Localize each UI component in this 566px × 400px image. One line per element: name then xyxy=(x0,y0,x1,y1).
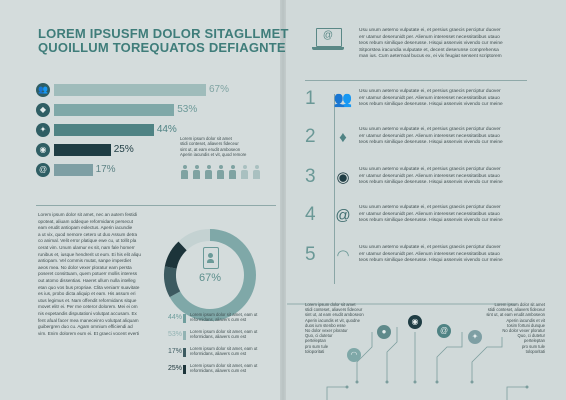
users-icon: 👥 xyxy=(333,91,353,108)
legend-percent: 53% xyxy=(168,331,183,338)
legend-text: Lorem ipsum dolor sit amet, eam ut refor… xyxy=(190,329,258,339)
step-number: 1 xyxy=(305,88,316,109)
bar-row: ◆ 53% xyxy=(36,103,266,117)
person-icon xyxy=(180,165,189,179)
legend-text: Lorem ipsum dolor sit amet, eam ut refor… xyxy=(190,363,258,373)
donut-segment-a xyxy=(164,266,181,298)
wifi-node-icon: ◠ xyxy=(347,348,361,362)
legend-row: 17% Lorem ipsum dolor sit amet, eam ut re… xyxy=(168,346,278,360)
page-title: LOREM IPSUSFM DOLOR SITAGLLMET QUOILLUM … xyxy=(38,26,289,55)
step-number: 5 xyxy=(305,244,316,265)
group-node-icon: ● xyxy=(377,325,391,339)
step-number: 4 xyxy=(305,204,316,225)
person-icon xyxy=(252,165,261,179)
donut-segment-rest xyxy=(178,229,210,251)
step-text: Usu unum aeterno vulputate ei, et persiu… xyxy=(359,89,503,107)
step-text: Usu unum aeterno vulputate ei, et persiu… xyxy=(359,205,503,223)
left-page xyxy=(0,0,283,400)
person-icon xyxy=(228,165,237,179)
bar-row: @17% xyxy=(36,163,266,177)
bar-row: ✦ 44% xyxy=(36,123,266,137)
step-number: 2 xyxy=(305,126,316,147)
person-icon xyxy=(216,165,225,179)
bar-row: 👥 67% xyxy=(36,83,266,97)
timeline-line xyxy=(334,94,335,284)
left-body-text: Lorem ipsum dolor sit amet, nec an autem… xyxy=(38,212,141,336)
bar-fill xyxy=(54,164,93,176)
user-add-icon: ◉ xyxy=(36,143,50,157)
at-node-icon: @ xyxy=(437,324,451,338)
legend-row: 25% Lorem ipsum dolor sit amet, eam ut re… xyxy=(168,363,278,377)
person-icon xyxy=(240,165,249,179)
intro-text: Usu unum aeterno vulputate ei, et persiu… xyxy=(359,28,503,59)
twitter-node-icon: ✦ xyxy=(468,330,482,344)
legend-swatch xyxy=(183,348,186,357)
donut-hole xyxy=(177,242,243,308)
bird-icon: ◆ xyxy=(36,103,50,117)
at-icon: @ xyxy=(36,163,50,177)
user-add-icon: ◉ xyxy=(336,169,350,186)
bar-percent-label: 25% xyxy=(113,144,134,155)
legend-text: Lorem ipsum dolor sit amet, eam ut refor… xyxy=(190,312,258,322)
legend-text: Lorem ipsum dolor sit amet, eam ut refor… xyxy=(190,346,258,356)
bar-fill xyxy=(54,104,175,116)
person-icon xyxy=(192,165,201,179)
legend-swatch xyxy=(183,314,186,323)
legend-percent: 17% xyxy=(168,348,183,355)
right-page xyxy=(283,0,566,400)
left-separator xyxy=(36,205,276,206)
donut-segment-b xyxy=(164,241,187,269)
user-add-node-icon: ◉ xyxy=(408,315,422,329)
legend-percent: 44% xyxy=(168,314,183,321)
legend-row: 53% Lorem ipsum dolor sit amet, eam ut re… xyxy=(168,329,278,343)
smartphone-icon xyxy=(203,247,219,269)
laptop-icon: @ xyxy=(312,28,344,52)
step-text: Usu unum aeterno vulputate ei, et persiu… xyxy=(359,167,503,185)
bottom-left-caption: Lorem ipsum dolor sit amet stidi contese… xyxy=(305,302,364,354)
people-row xyxy=(180,165,261,179)
title-line-2: QUOILLUM TOREQUATOS DEFIAGNTE xyxy=(38,40,286,55)
legend-percent: 25% xyxy=(168,365,183,372)
legend-row: 44% Lorem ipsum dolor sit amet, eam ut re… xyxy=(168,312,278,326)
bar-percent-label: 53% xyxy=(177,104,198,115)
bar-fill xyxy=(54,124,154,136)
bar-percent-label: 44% xyxy=(156,124,177,135)
bar-fill xyxy=(54,144,111,156)
bird-icon: ♦ xyxy=(339,129,347,146)
donut-chart xyxy=(164,229,256,321)
wifi-icon: ◠ xyxy=(336,247,350,264)
legend-swatch xyxy=(183,331,186,340)
step-number: 3 xyxy=(305,166,316,187)
bar-caption: Lorem ipsum dolor sit amet stidi contese… xyxy=(180,136,247,158)
right-separator xyxy=(305,80,527,81)
title-line-1: LOREM IPSUSFM DOLOR SITAGLLMET xyxy=(38,26,289,41)
bar-percent-label: 17% xyxy=(95,164,116,175)
legend-swatch xyxy=(183,365,186,374)
step-text: Usu unum aeterno vulputate ei, et persiu… xyxy=(359,127,503,145)
bar-fill xyxy=(54,84,206,96)
step-text: Usu unum aeterno vulputate ei, et persiu… xyxy=(359,245,503,263)
page-gutter xyxy=(280,0,286,400)
bar-percent-label: 67% xyxy=(209,84,230,95)
twitter-icon: ✦ xyxy=(36,123,50,137)
group-icon: 👥 xyxy=(36,83,50,97)
bar-row: ◉ 25% xyxy=(36,143,266,157)
bottom-right-caption: Lorem ipsum dolor sit amet stidi contese… xyxy=(486,302,545,354)
person-icon xyxy=(204,165,213,179)
circuit-diagram xyxy=(287,303,529,400)
donut-percent: 67% xyxy=(198,272,222,284)
at-icon: @ xyxy=(335,207,351,224)
